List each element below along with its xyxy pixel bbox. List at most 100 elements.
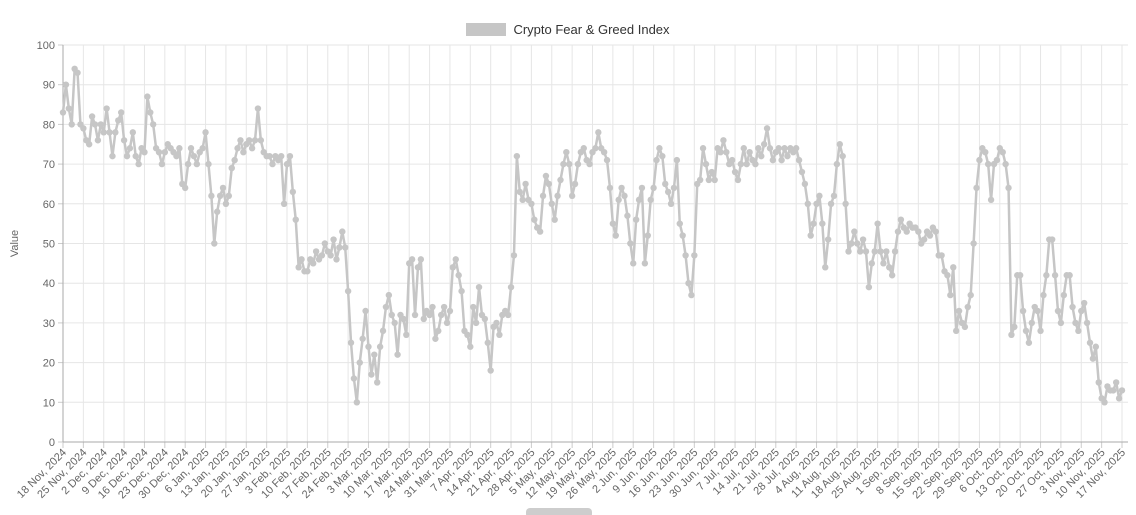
data-point-marker [944,272,951,279]
data-point-marker [673,156,681,164]
data-point-marker [792,145,800,152]
data-point-marker [822,264,829,271]
data-point-marker [734,176,742,184]
data-point-marker [202,129,209,136]
data-point-marker [659,152,666,160]
data-point-marker [94,137,102,144]
data-point-marker [993,156,1001,164]
data-point-marker [682,252,689,259]
data-point-marker [760,141,768,148]
data-point-marker [627,240,634,247]
data-point-marker [938,252,945,259]
data-point-marker [839,152,846,160]
data-point-marker [214,208,221,215]
data-point-marker [557,176,564,184]
partial-bottom-control[interactable] [526,508,592,515]
data-point-marker [1101,399,1108,406]
data-point-marker [740,145,747,152]
data-point-marker [426,311,433,319]
data-point-marker [237,137,244,144]
data-point-marker [987,196,995,204]
data-point-marker [763,125,771,132]
data-point-marker [827,200,835,207]
data-point-marker [228,164,235,172]
data-point-marker [854,240,861,247]
data-point-marker [100,129,107,136]
data-point-marker [1005,184,1012,192]
data-point-marker [446,307,454,315]
data-point-marker [1069,303,1076,311]
y-tick-label: 0 [49,437,55,449]
data-point-marker [333,256,340,263]
data-point-marker [310,260,317,267]
data-point-marker [289,188,297,196]
data-point-marker [856,248,864,255]
data-point-marker [1095,379,1102,386]
data-point-marker [365,343,372,350]
data-point-marker [283,160,291,168]
data-point-marker [211,240,218,247]
data-point-marker [950,264,957,271]
data-point-marker [836,141,843,148]
data-point-marker [632,216,640,223]
data-point-marker [769,156,777,164]
data-point-marker [1057,319,1065,327]
data-point-marker [225,192,233,200]
data-point-marker [376,343,384,350]
data-point-marker [269,160,276,168]
data-point-marker [664,188,672,196]
data-point-marker [859,236,867,243]
data-point-marker [708,168,715,176]
data-point-marker [420,315,427,323]
data-point-marker [295,264,302,271]
data-point-marker [554,192,561,200]
data-point-marker [630,260,637,267]
data-point-marker [106,129,113,136]
data-point-marker [487,367,494,374]
data-point-marker [504,311,512,319]
data-point-marker [464,331,471,339]
data-point-marker [653,156,660,164]
legend-swatch-icon [466,22,507,36]
data-point-marker [115,117,122,124]
data-point-marker [952,327,960,335]
data-point-marker [1048,236,1056,243]
data-point-marker [638,184,646,192]
data-point-marker [161,148,169,156]
data-point-marker [327,252,334,259]
data-point-marker [618,184,625,192]
data-point-marker [234,145,241,152]
legend-item-fear-greed[interactable]: Crypto Fear & Greed Index [466,22,670,37]
data-point-marker [1078,307,1085,315]
data-point-marker [91,121,99,128]
data-point-marker [542,172,550,180]
data-point-marker [126,145,134,152]
chart-legend: Crypto Fear & Greed Index [0,15,1136,43]
data-point-marker [458,287,465,295]
data-point-marker [720,137,727,144]
y-tick-label: 60 [43,199,55,211]
data-point-marker [1016,272,1024,279]
data-point-marker [193,160,201,168]
data-point-marker [481,315,489,323]
data-point-marker [109,152,116,160]
data-point-marker [522,180,529,188]
data-point-marker [871,248,878,255]
data-point-marker [359,335,366,342]
data-point-marker [999,148,1006,156]
data-point-marker [440,303,448,311]
data-point-marker [80,125,87,132]
data-point-marker [411,311,419,319]
data-point-marker [536,228,544,235]
data-point-marker [955,307,963,315]
data-point-marker [647,196,654,204]
data-point-marker [728,156,736,164]
data-point-marker [173,152,180,160]
data-point-marker [874,220,881,227]
data-point-marker [888,272,896,279]
data-point-marker [644,232,651,239]
data-point-marker [312,248,320,255]
data-point-marker [493,319,500,327]
data-point-marker [964,303,971,311]
